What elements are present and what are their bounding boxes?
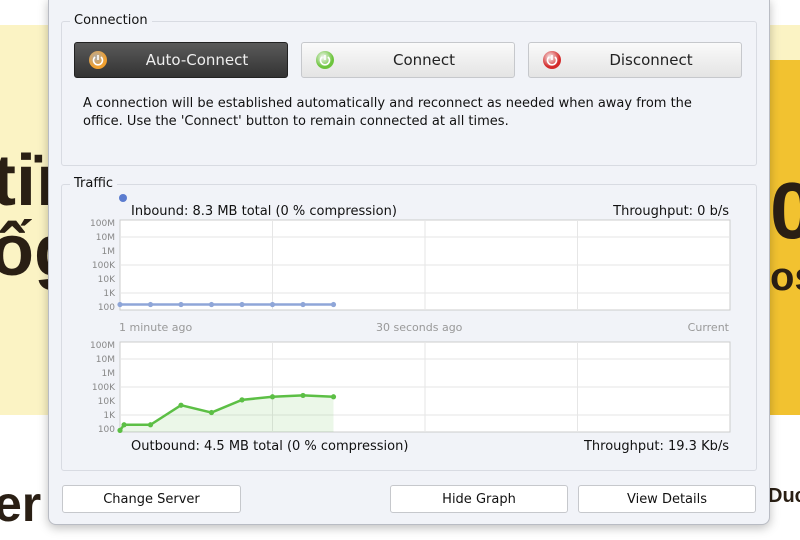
hide-graph-button[interactable]: Hide Graph [390,485,568,513]
data-point [330,301,337,308]
status-dot [119,194,127,202]
y-tick-label: 1M [102,369,116,379]
inbound-throughput: Throughput: 0 b/s [613,204,729,219]
y-tick-label: 100K [92,383,116,393]
y-tick-label: 10M [96,355,115,365]
background-text: tiï [0,141,56,221]
y-tick-label: 10K [98,397,116,407]
y-tick-label: 100M [90,341,115,351]
background-text: 0 [770,166,800,255]
outbound-label: Outbound: 4.5 MB total (0 % compression) [131,439,409,454]
data-point [208,301,215,308]
time-label-end: Current [687,321,729,334]
inbound-label: Inbound: 8.3 MB total (0 % compression) [131,204,397,219]
power-icon [543,51,561,69]
data-point [121,422,127,428]
traffic-legend: Traffic [70,176,118,191]
connection-legend: Connection [70,13,152,28]
time-label-mid: 30 seconds ago [376,321,463,334]
y-tick-label: 10M [96,233,115,243]
data-point [330,394,337,400]
data-point [269,394,276,400]
power-icon [89,51,107,69]
change-server-button[interactable]: Change Server [62,485,241,513]
data-point [117,427,123,433]
connection-description: A connection will be established automat… [83,96,692,129]
y-tick-label: 100 [98,425,115,435]
outbound-throughput: Throughput: 19.3 Kb/s [583,439,729,454]
data-point [269,301,276,308]
y-tick-label: 100K [92,261,116,271]
data-point [300,301,306,308]
power-icon [316,51,334,69]
y-tick-label: 10K [98,275,116,285]
data-point [178,402,184,408]
y-tick-label: 100 [98,303,115,313]
data-point [239,397,245,403]
background-text: Duc [768,485,800,507]
data-point [208,409,215,416]
traffic-group: Traffic [61,176,757,471]
data-point [147,422,154,428]
data-point [300,392,306,399]
y-tick-label: 1K [103,411,116,421]
background-text: er [0,476,42,532]
y-tick-label: 1K [103,289,116,299]
background-text: os [770,255,800,299]
y-tick-label: 100M [90,219,115,229]
vpn-client-dialog: Connection Auto-Connect Connect Disconne… [48,0,770,525]
view-details-button[interactable]: View Details [578,485,756,513]
auto-connect-button[interactable]: Auto-Connect [74,42,288,78]
data-point [117,301,123,308]
disconnect-button[interactable]: Disconnect [528,42,742,78]
data-point [178,301,184,308]
y-tick-label: 1M [102,247,116,257]
connect-button[interactable]: Connect [301,42,515,78]
time-label-start: 1 minute ago [119,321,193,334]
traffic-charts: 100M 10M 1M 100K 10K 1K 100 100M 10M 1M 100K 10K 1K 1… [90,219,731,435]
series-area [120,395,334,432]
connection-group: Connection Auto-Connect Connect Disconne… [61,13,757,166]
data-point [147,301,154,308]
data-point [239,301,245,308]
